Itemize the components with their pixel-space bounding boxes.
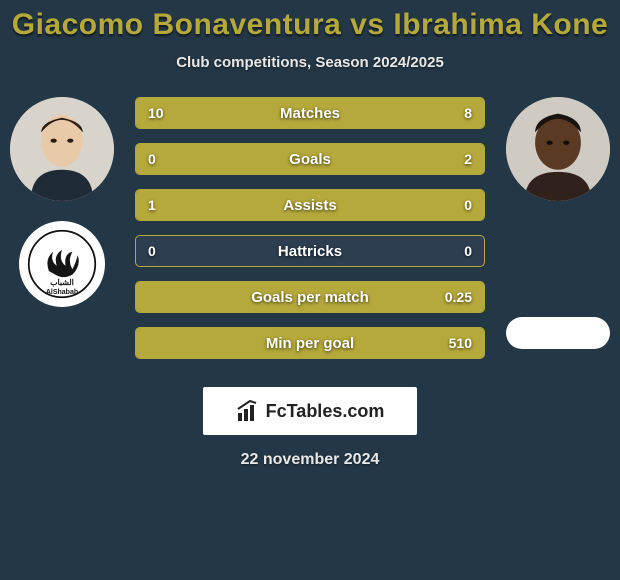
subtitle: Club competitions, Season 2024/2025 [0, 54, 620, 71]
stat-row: 10Assists [135, 189, 485, 221]
left-player-column: الشباب AlShabab [10, 97, 114, 307]
stat-row: 108Matches [135, 97, 485, 129]
stat-row: 0 0Hattricks [135, 235, 485, 267]
club-label-text: الشباب [50, 278, 74, 287]
page-title: Giacomo Bonaventura vs Ibrahima Kone [0, 0, 620, 42]
stat-row: 0.25Goals per match [135, 281, 485, 313]
chart-icon [236, 399, 260, 423]
stat-row: 02Goals [135, 143, 485, 175]
left-player-avatar [10, 97, 114, 201]
stat-value-right: 0 [452, 236, 484, 266]
stats-bars: 108Matches 02Goals 10Assists 0 0Hattricks 0.2… [135, 97, 485, 359]
footer-date: 22 november 2024 [0, 451, 620, 469]
stat-fill-right [136, 282, 484, 312]
right-player-column [506, 97, 610, 349]
stat-fill-left [136, 98, 327, 128]
player-avatar-icon [506, 97, 610, 201]
brand-logo: FcTables.com [203, 387, 417, 435]
club-label-en: AlShabab [46, 289, 78, 296]
brand-text: FcTables.com [266, 401, 385, 422]
right-club-logo [506, 317, 610, 349]
stat-row: 510Min per goal [135, 327, 485, 359]
club-logo-icon: الشباب AlShabab [27, 229, 97, 299]
stat-fill-right [136, 328, 484, 358]
stat-fill-right [327, 98, 484, 128]
stat-label: Hattricks [136, 236, 484, 266]
stat-value-left: 0 [136, 236, 168, 266]
stat-fill-left [136, 190, 484, 220]
comparison-area: الشباب AlShabab 108Matches 02Goals 10Assis… [0, 97, 620, 367]
player-avatar-icon [10, 97, 114, 201]
stat-fill-right [136, 144, 484, 174]
right-player-avatar [506, 97, 610, 201]
left-club-logo: الشباب AlShabab [19, 221, 105, 307]
